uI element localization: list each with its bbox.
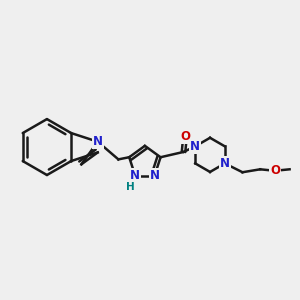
Text: O: O — [270, 164, 280, 177]
Text: N: N — [190, 140, 200, 153]
Text: N: N — [130, 169, 140, 182]
Text: O: O — [180, 130, 190, 143]
Text: N: N — [93, 135, 103, 148]
Text: N: N — [150, 169, 160, 182]
Text: H: H — [126, 182, 135, 192]
Text: N: N — [220, 157, 230, 170]
